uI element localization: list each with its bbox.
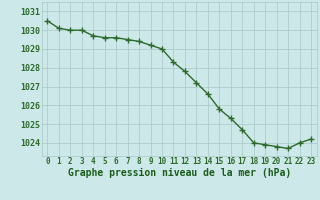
X-axis label: Graphe pression niveau de la mer (hPa): Graphe pression niveau de la mer (hPa): [68, 168, 291, 178]
